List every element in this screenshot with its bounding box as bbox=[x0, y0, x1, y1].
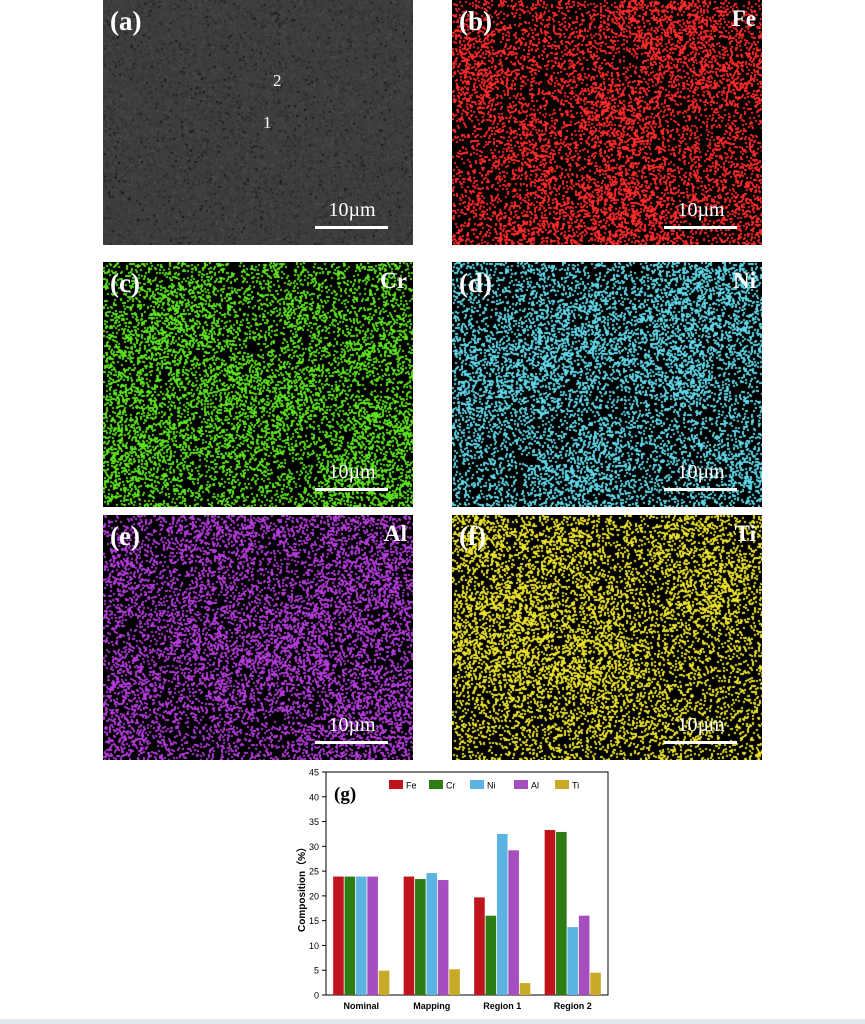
legend-label-al: Al bbox=[531, 781, 539, 791]
y-axis-label: Composition（%） bbox=[295, 842, 308, 932]
element-label: Cr bbox=[380, 268, 407, 293]
legend-label-cr: Cr bbox=[446, 781, 456, 791]
legend-swatch-al bbox=[514, 780, 528, 789]
scale-bar bbox=[664, 488, 737, 491]
legend-label-ni: Ni bbox=[487, 781, 496, 791]
bar-al-nominal bbox=[367, 876, 378, 995]
panel-e-al-map: (e) Al 10µm bbox=[103, 515, 413, 760]
bar-fe-region-2 bbox=[544, 829, 556, 995]
bar-al-region-2 bbox=[578, 915, 590, 995]
panel-label: (e) bbox=[110, 521, 140, 551]
y-tick-label: 30 bbox=[309, 842, 319, 852]
y-tick-label: 40 bbox=[309, 792, 319, 802]
x-tick-label: Mapping bbox=[413, 1001, 450, 1011]
panel-label: (f) bbox=[459, 521, 486, 551]
legend-swatch-fe bbox=[389, 780, 403, 789]
scale-bar bbox=[664, 226, 737, 229]
scale-bar-label: 10µm bbox=[677, 461, 725, 483]
y-tick-label: 5 bbox=[314, 966, 319, 976]
element-label: Ti bbox=[734, 521, 756, 546]
ti-element-map bbox=[452, 515, 762, 760]
y-tick-label: 25 bbox=[309, 867, 319, 877]
scale-bar bbox=[315, 226, 388, 229]
element-label: Ni bbox=[733, 268, 756, 293]
scale-bar bbox=[315, 741, 388, 744]
point-label-1: 1 bbox=[263, 113, 272, 132]
bar-cr-region-1 bbox=[485, 915, 497, 995]
x-tick-label: Nominal bbox=[343, 1001, 379, 1011]
bar-ni-mapping bbox=[426, 873, 438, 995]
bar-al-region-1 bbox=[508, 850, 519, 995]
panel-c-cr-map: (c) Cr 10µm bbox=[103, 262, 413, 507]
bar-fe-mapping bbox=[403, 876, 415, 995]
bar-cr-region-2 bbox=[556, 831, 567, 995]
panel-d-ni-map: (d) Ni 10µm bbox=[452, 262, 762, 507]
bar-ti-region-2 bbox=[590, 972, 601, 995]
panel-label-g: (g) bbox=[334, 784, 356, 805]
bar-fe-region-1 bbox=[474, 897, 485, 995]
fe-element-map bbox=[452, 0, 762, 245]
panel-label: (d) bbox=[459, 268, 492, 298]
y-tick-label: 10 bbox=[309, 941, 319, 951]
x-tick-label: Region 2 bbox=[554, 1001, 592, 1011]
bar-ti-nominal bbox=[378, 970, 390, 995]
legend-label-ti: Ti bbox=[572, 781, 579, 791]
scale-bar-label: 10µm bbox=[677, 714, 725, 736]
panel-b-fe-map: (b) Fe 10µm bbox=[452, 0, 762, 245]
y-tick-label: 45 bbox=[309, 768, 319, 778]
y-tick-label: 20 bbox=[309, 891, 319, 901]
bar-ni-region-2 bbox=[567, 927, 579, 995]
scale-bar bbox=[315, 488, 388, 491]
panel-label: (c) bbox=[110, 268, 140, 298]
scale-bar-label: 10µm bbox=[328, 199, 376, 221]
legend-swatch-ni bbox=[470, 780, 484, 789]
legend-swatch-ti bbox=[555, 780, 569, 789]
panel-a-sem-image: (a) 2 1 10µm bbox=[103, 0, 413, 245]
scale-bar-label: 10µm bbox=[328, 714, 376, 736]
bar-ni-region-1 bbox=[496, 833, 508, 995]
bar-ti-region-1 bbox=[519, 983, 531, 995]
plot-frame bbox=[325, 771, 609, 996]
legend-swatch-cr bbox=[429, 780, 443, 789]
bar-cr-nominal bbox=[344, 876, 356, 995]
bar-al-mapping bbox=[437, 880, 449, 995]
scale-bar-label: 10µm bbox=[328, 461, 376, 483]
bar-ti-mapping bbox=[449, 969, 460, 995]
y-tick-label: 0 bbox=[314, 991, 319, 1001]
scale-bar-label: 10µm bbox=[677, 199, 725, 221]
y-tick-label: 15 bbox=[309, 916, 319, 926]
legend-label-fe: Fe bbox=[406, 781, 417, 791]
panel-label: (a) bbox=[110, 6, 142, 36]
composition-bar-chart: 0 5 10 15 20 25 30 35 40 45 Nominal Mapping Region … bbox=[295, 768, 609, 1011]
point-label-2: 2 bbox=[273, 71, 282, 90]
sem-image bbox=[103, 0, 413, 245]
x-tick-label: Region 1 bbox=[483, 1001, 521, 1011]
y-tick-label: 35 bbox=[309, 817, 319, 827]
scale-bar bbox=[664, 741, 737, 744]
bar-ni-nominal bbox=[355, 876, 367, 995]
element-label: Fe bbox=[731, 6, 756, 31]
al-element-map bbox=[103, 515, 413, 760]
panel-f-ti-map: (f) Ti 10µm bbox=[452, 515, 762, 760]
panel-label: (b) bbox=[459, 6, 492, 36]
bar-fe-nominal bbox=[333, 876, 344, 995]
page-bottom-rule bbox=[0, 1019, 865, 1024]
element-label: Al bbox=[384, 521, 407, 546]
ni-element-map bbox=[452, 262, 762, 507]
cr-element-map bbox=[103, 262, 413, 507]
bar-cr-mapping bbox=[415, 879, 426, 995]
